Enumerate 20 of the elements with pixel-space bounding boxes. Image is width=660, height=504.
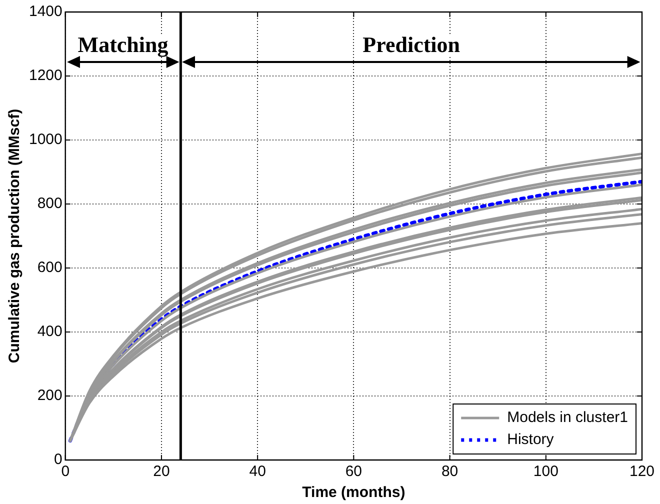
y-axis-title: Cumulative gas production (MMscf) — [6, 108, 24, 364]
x-tick-label: 100 — [533, 463, 558, 480]
y-tick-label: 800 — [37, 195, 62, 212]
legend-label: Models in cluster1 — [507, 409, 628, 426]
x-tick-label: 60 — [345, 463, 362, 480]
x-axis-title: Time (months) — [302, 484, 406, 502]
y-tick-label: 0 — [54, 451, 62, 468]
y-tick-label: 600 — [37, 259, 62, 276]
y-tick-label: 1000 — [28, 131, 62, 148]
annotation: Prediction — [362, 32, 462, 57]
y-tick-label: 200 — [37, 387, 62, 404]
x-tick-label: 80 — [441, 463, 458, 480]
x-tick-label: 120 — [629, 463, 655, 480]
y-tick-label: 1400 — [28, 3, 62, 20]
x-tick-label: 20 — [153, 463, 170, 480]
annotation: Matching — [76, 32, 170, 57]
legend-label: History — [507, 431, 554, 448]
y-tick-label: 1200 — [28, 67, 62, 84]
x-tick-label: 40 — [249, 463, 266, 480]
y-tick-label: 400 — [37, 323, 62, 340]
